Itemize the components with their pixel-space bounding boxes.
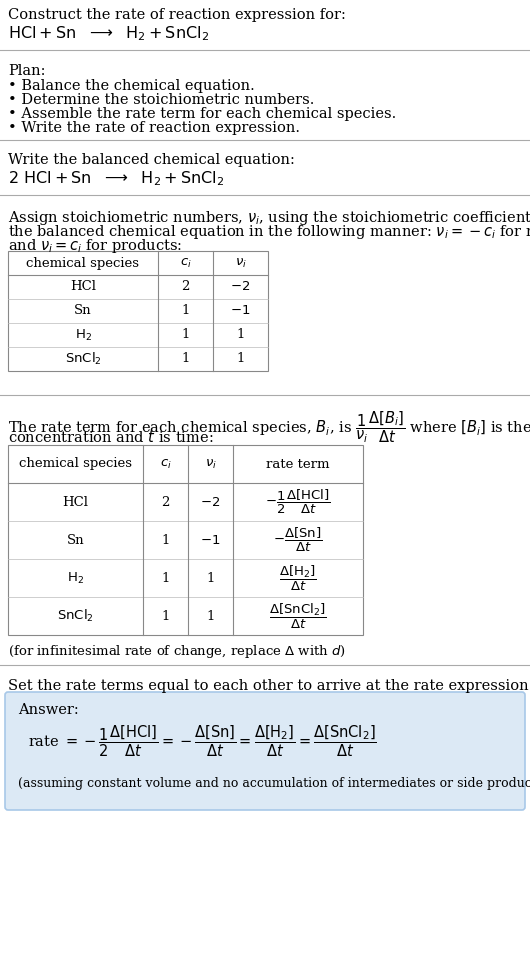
Text: 1: 1: [161, 609, 170, 623]
Text: $\nu_i$: $\nu_i$: [205, 458, 216, 470]
Text: rate term: rate term: [266, 458, 330, 470]
Text: $\mathrm{HCl + Sn\ \ \longrightarrow\ \ H_2 + SnCl_2}$: $\mathrm{HCl + Sn\ \ \longrightarrow\ \ …: [8, 24, 209, 43]
Text: 1: 1: [181, 329, 190, 342]
Text: Sn: Sn: [67, 534, 84, 547]
Text: 1: 1: [206, 572, 215, 585]
Text: The rate term for each chemical species, $B_i$, is $\dfrac{1}{\nu_i}\dfrac{\Delt: The rate term for each chemical species,…: [8, 409, 530, 444]
Text: • Assemble the rate term for each chemical species.: • Assemble the rate term for each chemic…: [8, 107, 396, 121]
Text: $\dfrac{\Delta[\mathrm{H_2}]}{\Delta t}$: $\dfrac{\Delta[\mathrm{H_2}]}{\Delta t}$: [279, 563, 317, 592]
Text: $-2$: $-2$: [231, 280, 251, 294]
Text: 1: 1: [181, 352, 190, 365]
Text: $-2$: $-2$: [200, 496, 220, 508]
Text: chemical species: chemical species: [19, 458, 132, 470]
FancyBboxPatch shape: [5, 692, 525, 810]
Text: 2: 2: [161, 496, 170, 508]
Text: Construct the rate of reaction expression for:: Construct the rate of reaction expressio…: [8, 8, 346, 22]
Text: 1: 1: [161, 572, 170, 585]
Text: $-1$: $-1$: [200, 534, 220, 547]
Text: $\mathrm{H_2}$: $\mathrm{H_2}$: [75, 328, 92, 343]
Text: chemical species: chemical species: [26, 257, 139, 269]
Text: HCl: HCl: [63, 496, 89, 508]
Text: 1: 1: [161, 534, 170, 547]
Text: Sn: Sn: [74, 305, 92, 317]
Bar: [8, 251, 268, 371]
Text: $\mathrm{SnCl_2}$: $\mathrm{SnCl_2}$: [57, 608, 94, 624]
Text: • Determine the stoichiometric numbers.: • Determine the stoichiometric numbers.: [8, 93, 314, 107]
Text: the balanced chemical equation in the following manner: $\nu_i = -c_i$ for react: the balanced chemical equation in the fo…: [8, 223, 530, 241]
Text: Assign stoichiometric numbers, $\nu_i$, using the stoichiometric coefficients, $: Assign stoichiometric numbers, $\nu_i$, …: [8, 209, 530, 227]
Text: • Balance the chemical equation.: • Balance the chemical equation.: [8, 79, 255, 93]
Text: $-1$: $-1$: [231, 305, 251, 317]
Text: $c_i$: $c_i$: [180, 257, 191, 269]
Text: and $\nu_i = c_i$ for products:: and $\nu_i = c_i$ for products:: [8, 237, 182, 255]
Text: rate $= -\dfrac{1}{2}\dfrac{\Delta[\mathrm{HCl}]}{\Delta t} = -\dfrac{\Delta[\ma: rate $= -\dfrac{1}{2}\dfrac{\Delta[\math…: [28, 723, 377, 758]
Text: Plan:: Plan:: [8, 64, 46, 78]
Text: $\nu_i$: $\nu_i$: [235, 257, 246, 269]
Text: 2: 2: [181, 280, 190, 294]
Text: 1: 1: [206, 609, 215, 623]
Text: $\mathrm{H_2}$: $\mathrm{H_2}$: [67, 570, 84, 586]
Text: 1: 1: [181, 305, 190, 317]
Text: Answer:: Answer:: [18, 703, 79, 717]
Text: $-\dfrac{1}{2}\dfrac{\Delta[\mathrm{HCl}]}{\Delta t}$: $-\dfrac{1}{2}\dfrac{\Delta[\mathrm{HCl}…: [265, 488, 331, 516]
Text: (assuming constant volume and no accumulation of intermediates or side products): (assuming constant volume and no accumul…: [18, 777, 530, 790]
Text: Write the balanced chemical equation:: Write the balanced chemical equation:: [8, 153, 295, 167]
Text: concentration and $t$ is time:: concentration and $t$ is time:: [8, 429, 214, 445]
Text: HCl: HCl: [70, 280, 96, 294]
Text: 1: 1: [236, 352, 245, 365]
Text: $c_i$: $c_i$: [160, 458, 171, 470]
Text: Set the rate terms equal to each other to arrive at the rate expression:: Set the rate terms equal to each other t…: [8, 679, 530, 693]
Text: (for infinitesimal rate of change, replace $\Delta$ with $d$): (for infinitesimal rate of change, repla…: [8, 643, 346, 660]
Text: $\dfrac{\Delta[\mathrm{SnCl_2}]}{\Delta t}$: $\dfrac{\Delta[\mathrm{SnCl_2}]}{\Delta …: [269, 601, 327, 630]
Text: $-\dfrac{\Delta[\mathrm{Sn}]}{\Delta t}$: $-\dfrac{\Delta[\mathrm{Sn}]}{\Delta t}$: [273, 526, 323, 554]
Text: $\mathrm{SnCl_2}$: $\mathrm{SnCl_2}$: [65, 351, 101, 367]
Text: 1: 1: [236, 329, 245, 342]
Text: • Write the rate of reaction expression.: • Write the rate of reaction expression.: [8, 121, 300, 135]
Bar: [8, 445, 363, 635]
Text: $\mathrm{2\ HCl + Sn\ \ \longrightarrow\ \ H_2 + SnCl_2}$: $\mathrm{2\ HCl + Sn\ \ \longrightarrow\…: [8, 169, 224, 187]
